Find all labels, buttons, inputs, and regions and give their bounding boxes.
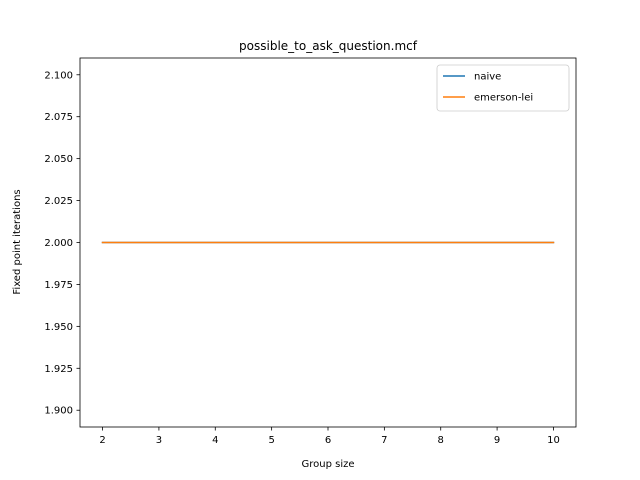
x-tick-label: 4 xyxy=(212,435,218,446)
y-tick-label: 2.075 xyxy=(44,112,73,123)
x-axis-label: Group size xyxy=(301,459,354,470)
y-tick-label: 2.025 xyxy=(44,196,73,207)
chart-title: possible_to_ask_question.mcf xyxy=(239,39,418,53)
x-tick-label: 9 xyxy=(494,435,500,446)
y-tick-label: 1.925 xyxy=(44,364,73,375)
y-tick-label: 2.100 xyxy=(44,70,73,81)
y-tick-label: 1.975 xyxy=(44,280,73,291)
legend-label-emerson-lei: emerson-lei xyxy=(474,93,533,104)
x-tick-label: 10 xyxy=(547,435,560,446)
legend-box xyxy=(436,64,570,112)
y-axis-label: Fixed point iterations xyxy=(12,189,23,294)
legend: naive emerson-lei xyxy=(436,64,570,112)
y-tick-label: 1.950 xyxy=(44,322,73,333)
x-tick-label: 2 xyxy=(99,435,105,446)
y-tick-label: 2.000 xyxy=(44,238,73,249)
y-axis-ticks: 1.900 1.925 1.950 1.975 2.000 2.025 2.050 2.075… xyxy=(44,70,80,417)
x-tick-label: 8 xyxy=(438,435,444,446)
legend-label-naive: naive xyxy=(474,72,501,83)
x-tick-label: 5 xyxy=(268,435,274,446)
x-axis-ticks: 2 3 4 5 6 7 8 9 10 xyxy=(99,427,560,446)
y-tick-label: 1.900 xyxy=(44,406,73,417)
x-tick-label: 7 xyxy=(381,435,387,446)
x-tick-label: 6 xyxy=(325,435,331,446)
y-tick-label: 2.050 xyxy=(44,154,73,165)
x-tick-label: 3 xyxy=(156,435,162,446)
